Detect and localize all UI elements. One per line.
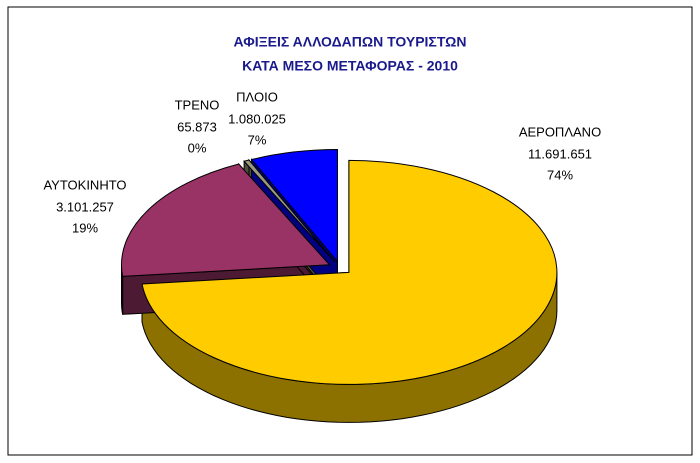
- slice-label: ΤΡΕΝΟ: [175, 97, 220, 112]
- chart-title: ΚΑΤΑ ΜΕΣΟ ΜΕΤΑΦΟΡΑΣ - 2010: [242, 58, 458, 74]
- chart-title: ΑΦΙΞΕΙΣ ΑΛΛΟΔΑΠΩΝ ΤΟΥΡΙΣΤΩΝ: [234, 34, 467, 50]
- percent-label: 0%: [188, 140, 207, 155]
- pie-slice: [243, 159, 336, 263]
- value-label: 65.873: [177, 119, 217, 134]
- percent-label: 19%: [72, 220, 98, 235]
- percent-label: 74%: [547, 167, 573, 182]
- slice-label: ΑΕΡΟΠΛΑΝΟ: [519, 124, 601, 139]
- pie-slice: [250, 149, 338, 263]
- pie-tops: [121, 149, 558, 385]
- slice-label: ΠΛΟΙΟ: [236, 89, 278, 104]
- value-label: 11.691.651: [528, 146, 592, 161]
- value-label: 1.080.025: [228, 111, 286, 126]
- pie-slice: [121, 163, 331, 277]
- value-label: 3.101.257: [56, 199, 114, 214]
- slice-label: ΑΥΤΟΚΙΝΗΤΟ: [43, 177, 126, 192]
- pie-slice: [141, 159, 558, 385]
- percent-label: 7%: [248, 132, 267, 147]
